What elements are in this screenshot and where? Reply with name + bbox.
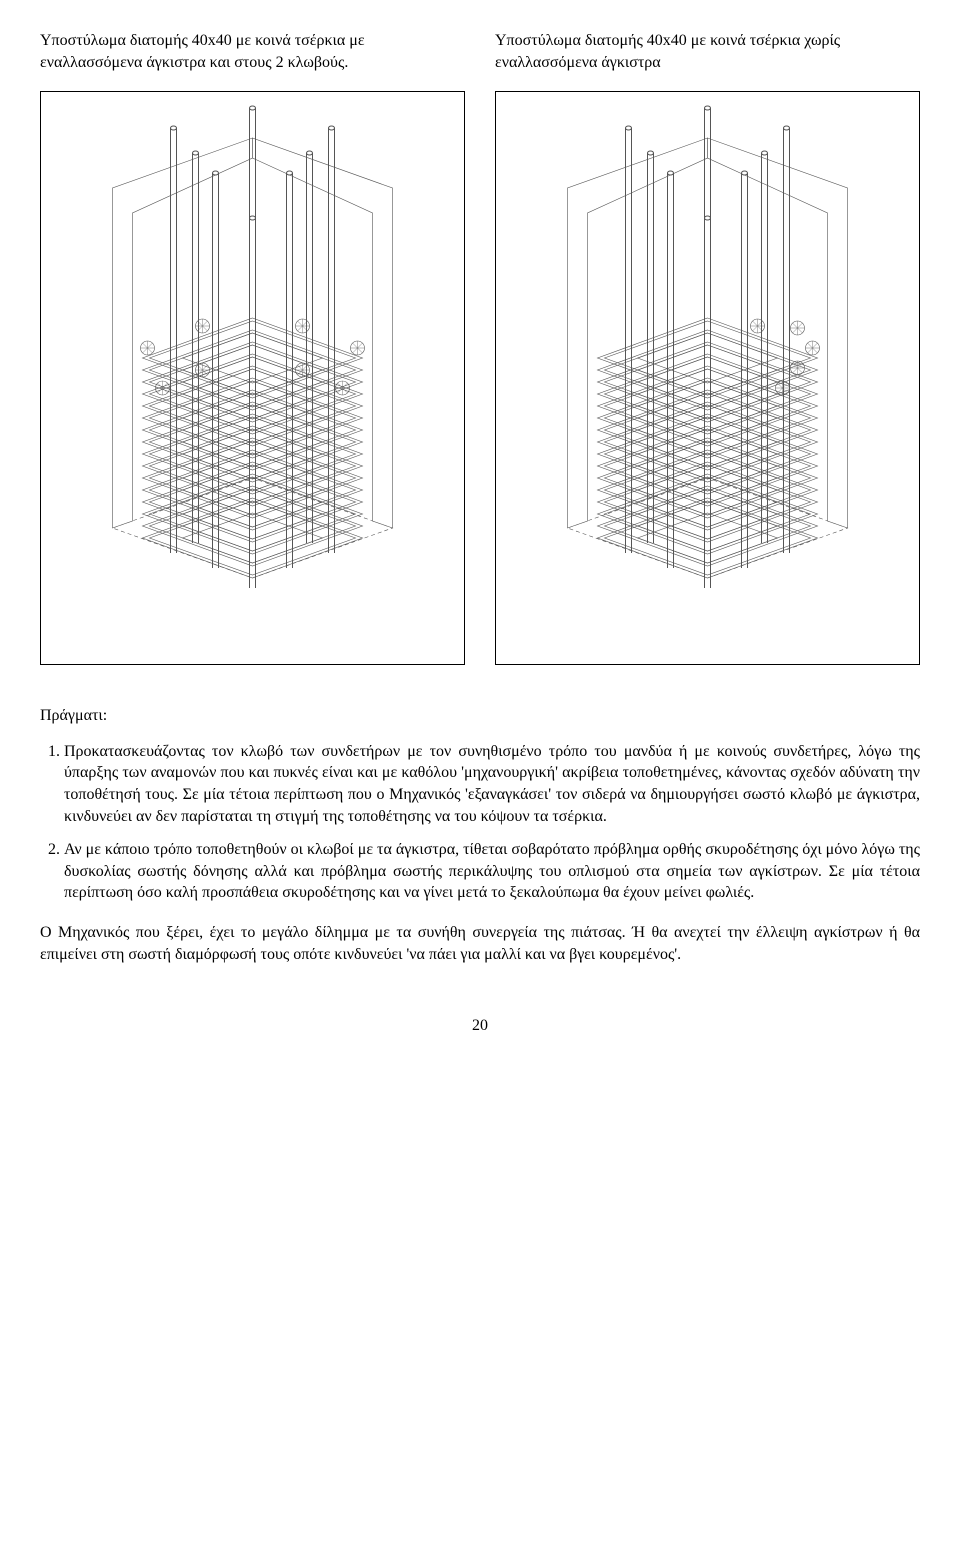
figure-left bbox=[40, 91, 465, 665]
list-item-2: Αν με κάποιο τρόπο τοποθετηθούν οι κλωβο… bbox=[64, 839, 920, 904]
column-diagram-left bbox=[47, 98, 458, 658]
stirrup-stack bbox=[143, 318, 363, 578]
caption-right: Υποστύλωμα διατομής 40x40 με κοινά τσέρκ… bbox=[495, 30, 920, 73]
list-item-1: Προκατασκευάζοντας τον κλωβό των συνδετή… bbox=[64, 741, 920, 827]
numbered-list: Προκατασκευάζοντας τον κλωβό των συνδετή… bbox=[40, 741, 920, 904]
caption-left: Υποστύλωμα διατομής 40x40 με κοινά τσέρκ… bbox=[40, 30, 465, 73]
closing-paragraph: Ο Μηχανικός που ξέρει, έχει το μεγάλο δί… bbox=[40, 922, 920, 965]
stirrup-stack bbox=[598, 318, 818, 578]
figure-right bbox=[495, 91, 920, 665]
captions-row: Υποστύλωμα διατομής 40x40 με κοινά τσέρκ… bbox=[40, 30, 920, 73]
column-diagram-right bbox=[502, 98, 913, 658]
section-heading: Πράγματι: bbox=[40, 705, 920, 727]
figures-row bbox=[40, 91, 920, 665]
hook-cluster bbox=[751, 319, 820, 395]
page-number: 20 bbox=[40, 1015, 920, 1037]
